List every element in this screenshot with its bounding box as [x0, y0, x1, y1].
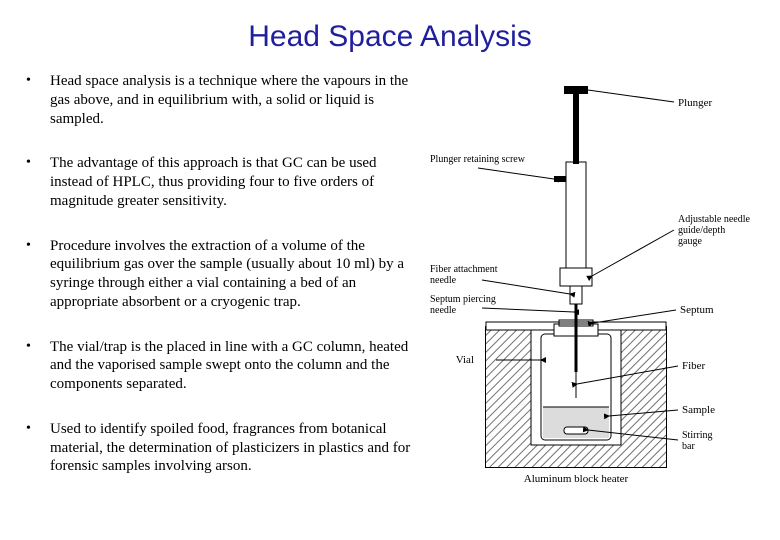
label-stirring-1: Stirring [682, 430, 713, 441]
label-needle-guide-1: Adjustable needle [678, 214, 750, 225]
label-piercing-2: needle [430, 305, 457, 316]
bullet-item: Procedure involves the extraction of a v… [24, 237, 414, 312]
label-fiber: Fiber [682, 360, 706, 372]
slide-title: Head Space Analysis [24, 20, 756, 54]
needle-guide [560, 268, 592, 286]
label-fiber-attach-2: needle [430, 275, 457, 286]
label-needle-guide-3: gauge [678, 236, 702, 247]
stirring-bar [564, 427, 588, 434]
label-needle-guide-2: guide/depth [678, 225, 725, 236]
bullet-list: Head space analysis is a technique where… [24, 72, 414, 476]
content-row: Head space analysis is a technique where… [24, 72, 756, 502]
label-heater: Aluminum block heater [524, 473, 629, 485]
diagram: Plunger Plunger retaining screw Adjustab… [426, 72, 756, 492]
plunger-cap [564, 86, 588, 94]
label-vial: Vial [456, 354, 474, 366]
syringe-body [566, 162, 586, 272]
label-septum: Septum [680, 304, 714, 316]
retaining-screw [554, 176, 566, 182]
bullet-item: Head space analysis is a technique where… [24, 72, 414, 128]
label-piercing-1: Septum piercing [430, 294, 496, 305]
bullet-item: The vial/trap is the placed in line with… [24, 338, 414, 394]
slide: Head Space Analysis Head space analysis … [0, 0, 780, 540]
bullet-item: Used to identify spoiled food, fragrance… [24, 420, 414, 476]
label-retaining-screw-1: Plunger retaining screw [430, 154, 526, 165]
label-stirring-2: bar [682, 441, 695, 452]
label-fiber-attach-1: Fiber attachment [430, 264, 498, 275]
bullet-item: The advantage of this approach is that G… [24, 154, 414, 210]
fiber-attachment [570, 286, 582, 304]
label-plunger: Plunger [678, 97, 713, 109]
plunger-shaft [573, 92, 579, 164]
label-sample: Sample [682, 404, 715, 416]
bullets-column: Head space analysis is a technique where… [24, 72, 414, 502]
